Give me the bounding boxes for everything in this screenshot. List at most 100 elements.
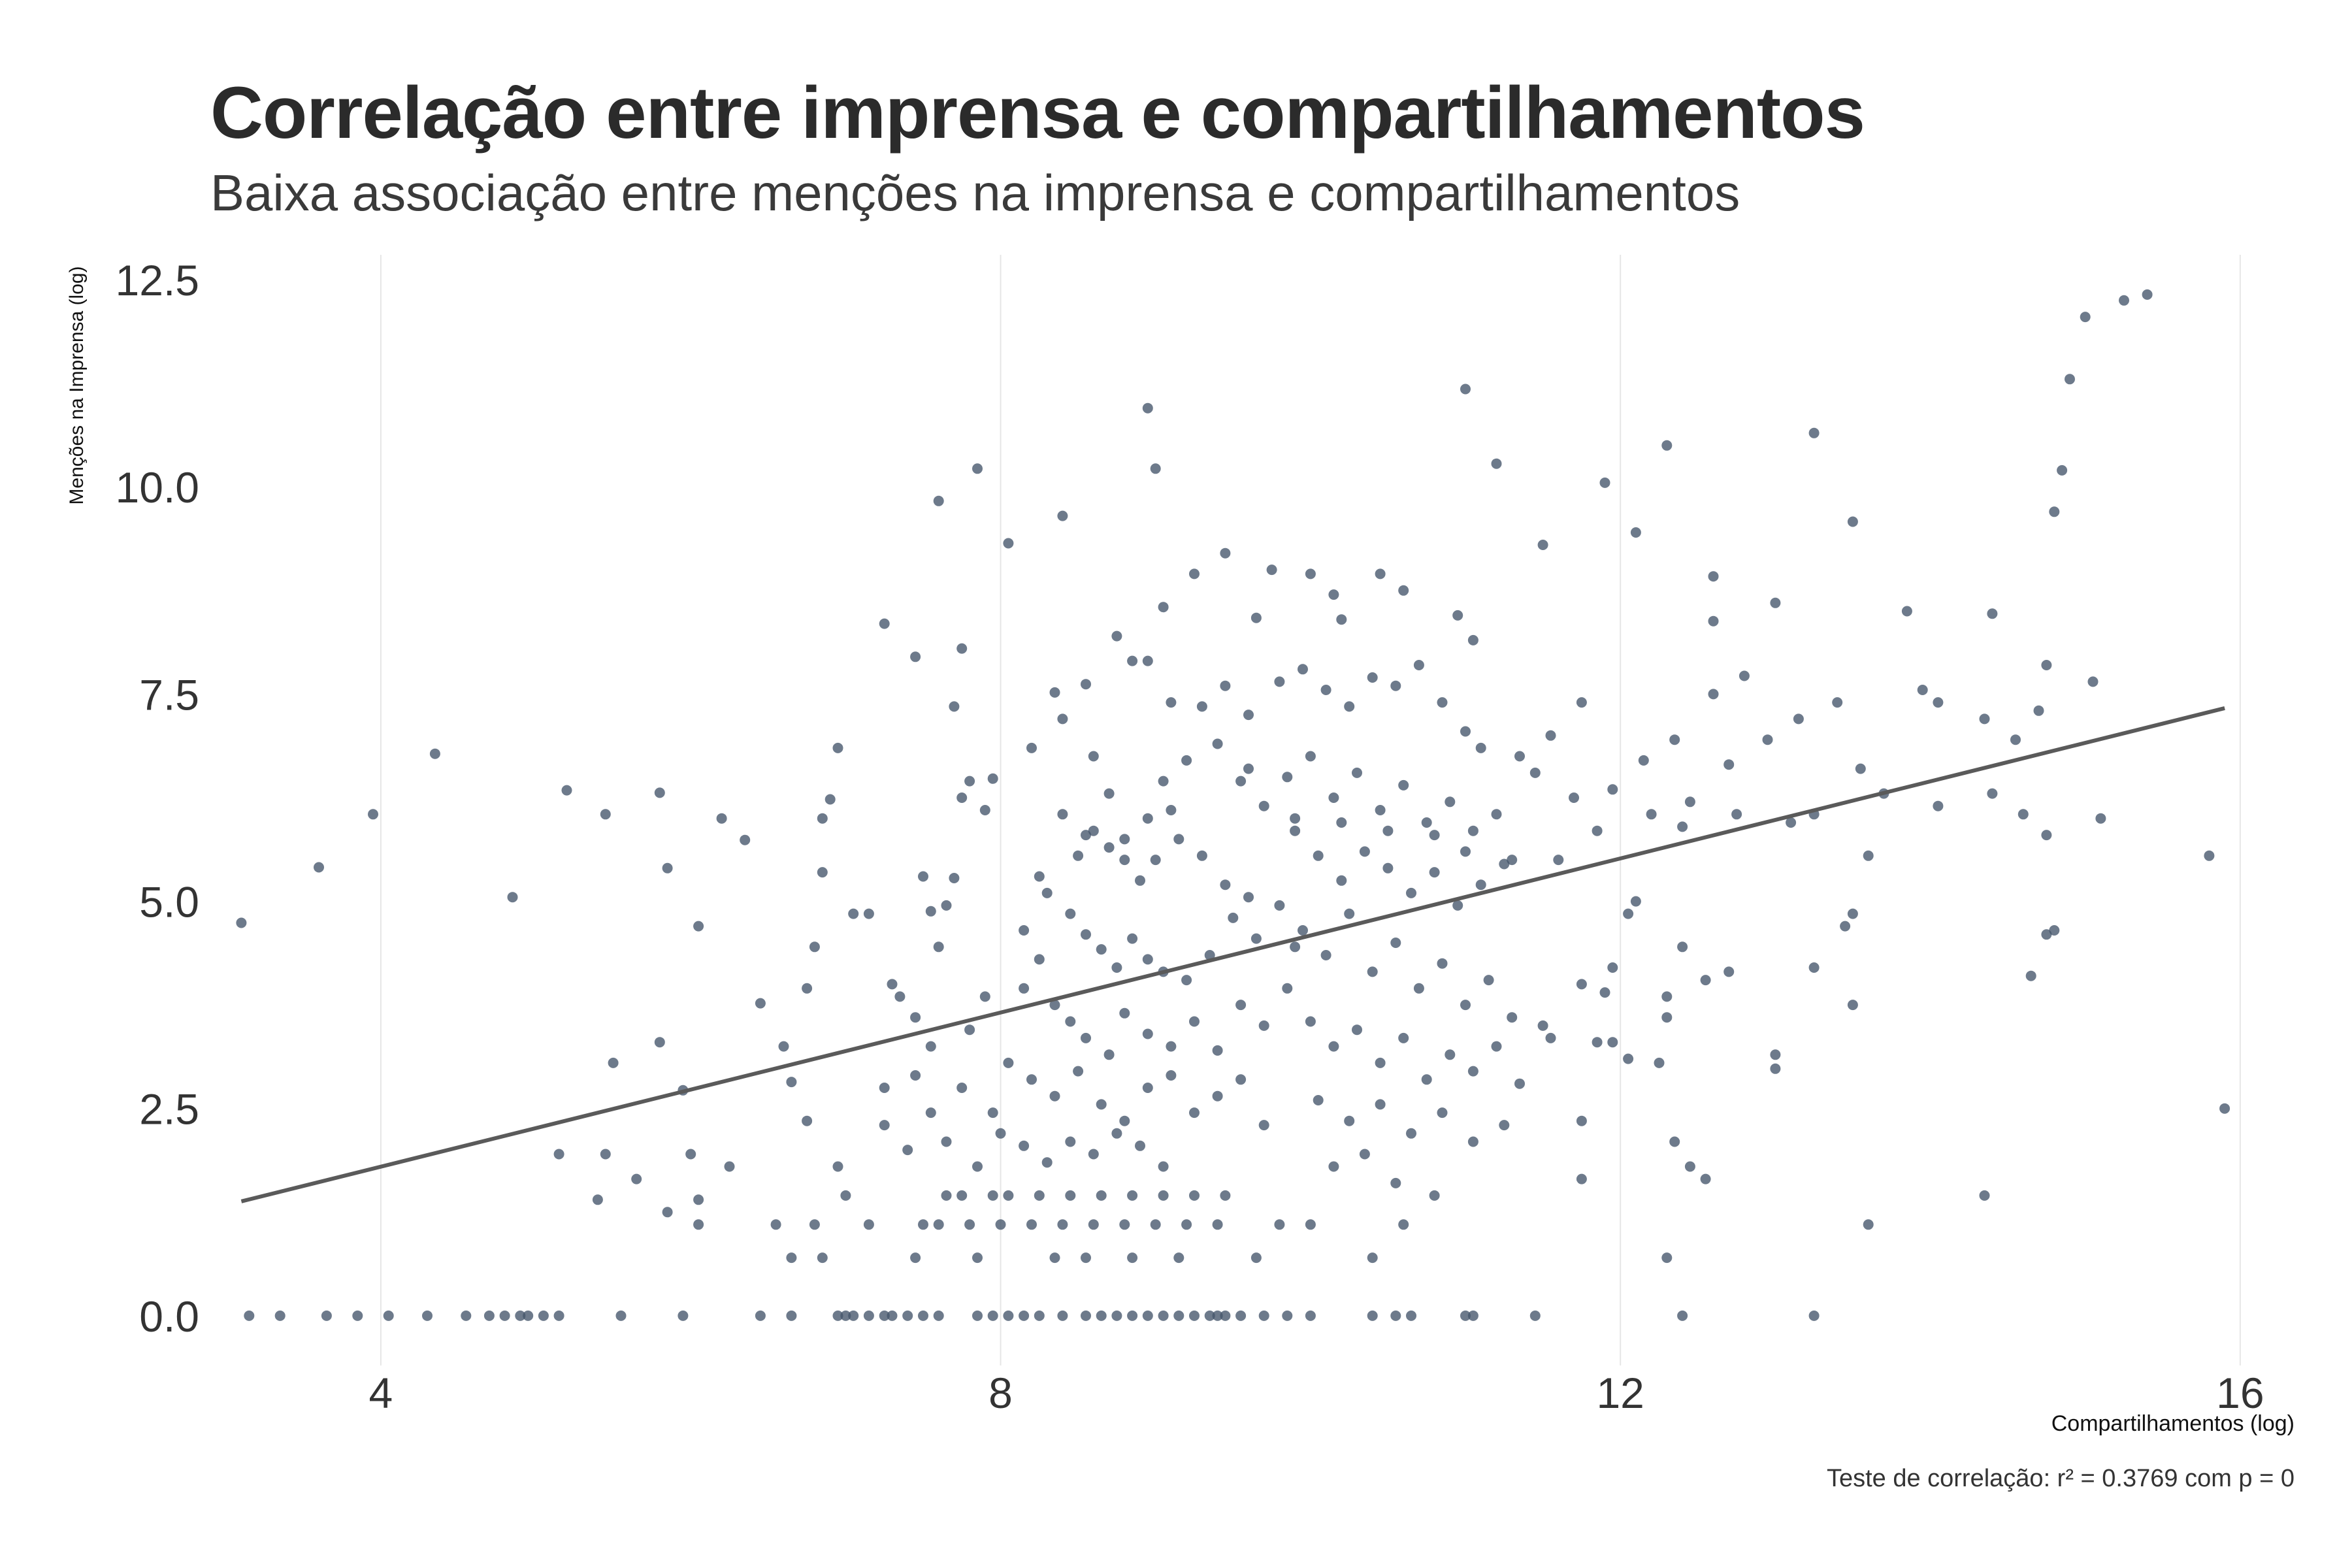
scatter-point [1158, 602, 1169, 613]
y-tick-label: 2.5 [139, 1085, 199, 1134]
scatter-point [1808, 427, 1820, 438]
scatter-point [1250, 933, 1262, 944]
scatter-point [1034, 1310, 1045, 1321]
scatter-point [654, 787, 665, 798]
scatter-point [1003, 1310, 1014, 1321]
scatter-point [1723, 966, 1735, 977]
scatter-point [2041, 660, 2052, 670]
scatter-point [2087, 676, 2099, 687]
scatter-point [1344, 701, 1355, 712]
scatter-point [1933, 697, 1944, 708]
scatter-point [1088, 1149, 1099, 1160]
scatter-point [678, 1310, 689, 1321]
scatter-point [1166, 697, 1177, 708]
scatter-point [1669, 734, 1680, 745]
scatter-point [1243, 763, 1254, 774]
scatter-point [615, 1310, 627, 1321]
y-axis-ticks: 0.0 2.5 5.0 7.5 10.0 12.5 [116, 256, 199, 1341]
scatter-point [1103, 1049, 1115, 1060]
scatter-point [1235, 1000, 1247, 1011]
scatter-point [1142, 813, 1153, 824]
scatter-point [244, 1310, 255, 1321]
scatter-point [1375, 1057, 1386, 1068]
scatter-point [1189, 568, 1200, 580]
scatter-point [1127, 655, 1138, 666]
scatter-point [770, 1219, 781, 1230]
scatter-point [1096, 944, 1107, 955]
scatter-point [863, 908, 874, 919]
scatter-point [1305, 1310, 1316, 1321]
scatter-point [1189, 1190, 1200, 1201]
scatter-point [1460, 1000, 1471, 1011]
scatter-point [1847, 516, 1858, 527]
scatter-point [1111, 1310, 1122, 1321]
y-tick-label: 10.0 [116, 463, 199, 512]
scatter-point [1026, 742, 1037, 753]
scatter-point [925, 1107, 936, 1119]
scatter-point [1421, 817, 1432, 828]
scatter-point [918, 871, 928, 882]
scatter-point [1661, 991, 1673, 1002]
scatter-point [1901, 606, 1912, 617]
scatter-point [1545, 1032, 1556, 1043]
scatter-point [1274, 676, 1285, 687]
scatter-point [1220, 1190, 1231, 1201]
scatter-point [1196, 701, 1207, 712]
scatter-point [2010, 734, 2021, 745]
scatter-point [429, 748, 440, 759]
scatter-point [515, 1310, 526, 1321]
scatter-point [925, 1041, 936, 1052]
scatter-point [1111, 630, 1122, 642]
scatter-point [2025, 970, 2036, 981]
scatter-point [561, 785, 572, 796]
scatter-point [1196, 850, 1207, 861]
scatter-point [1808, 1310, 1820, 1321]
scatter-point [2041, 929, 2052, 940]
scatter-point [2049, 506, 2060, 517]
scatter-point [979, 991, 990, 1002]
scatter-point [693, 921, 704, 932]
scatter-point [910, 1012, 921, 1023]
scatter-point [879, 1083, 890, 1093]
scatter-point [1250, 1252, 1262, 1264]
scatter-point [654, 1037, 665, 1048]
scatter-point [1057, 809, 1068, 820]
scatter-point [1445, 796, 1456, 808]
scatter-point [1390, 1177, 1401, 1188]
scatter-point [1987, 788, 1998, 799]
scatter-point [1507, 855, 1518, 866]
scatter-point [1390, 680, 1401, 691]
y-tick-label: 0.0 [139, 1292, 199, 1341]
scatter-point [1460, 846, 1471, 857]
scatter-point [1630, 527, 1641, 538]
scatter-point [1026, 1074, 1037, 1085]
scatter-point [825, 794, 836, 805]
scatter-point [956, 792, 968, 803]
scatter-point [1677, 941, 1688, 953]
scatter-point [879, 618, 890, 629]
scatter-point [1127, 1190, 1138, 1201]
scatter-point [1406, 1128, 1416, 1139]
scatter-point [1212, 1219, 1223, 1230]
scatter-point [848, 1310, 859, 1321]
scatter-point [979, 805, 990, 815]
scatter-point [1127, 1252, 1138, 1264]
scatter-point [1320, 685, 1331, 695]
scatter-point [1677, 821, 1688, 832]
scatter-point [1258, 1120, 1269, 1131]
scatter-point [2065, 374, 2075, 385]
scatter-point [693, 1219, 704, 1230]
scatter-point [786, 1077, 797, 1088]
scatter-point [1003, 1190, 1014, 1201]
scatter-point [1770, 1049, 1781, 1060]
scatter-point [1638, 755, 1649, 766]
scatter-point [1677, 1310, 1688, 1321]
scatter-point [987, 1310, 998, 1321]
points-layer [236, 289, 2230, 1321]
scatter-point [832, 1161, 843, 1172]
scatter-point [592, 1194, 603, 1205]
scatter-point [1041, 887, 1053, 898]
scatter-point [956, 1190, 968, 1201]
scatter-point [685, 1149, 696, 1160]
